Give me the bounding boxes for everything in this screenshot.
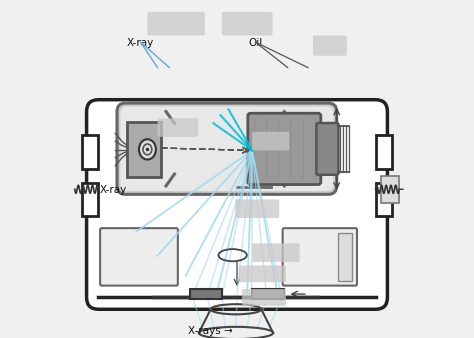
FancyBboxPatch shape bbox=[127, 122, 161, 177]
FancyBboxPatch shape bbox=[87, 100, 387, 309]
FancyBboxPatch shape bbox=[117, 103, 337, 194]
FancyBboxPatch shape bbox=[82, 183, 99, 216]
FancyBboxPatch shape bbox=[239, 265, 286, 282]
FancyBboxPatch shape bbox=[338, 233, 352, 281]
FancyBboxPatch shape bbox=[190, 289, 222, 299]
Text: X-ray: X-ray bbox=[100, 185, 128, 195]
Text: X-rays →: X-rays → bbox=[188, 326, 233, 336]
Text: Oil: Oil bbox=[249, 38, 263, 48]
FancyBboxPatch shape bbox=[313, 35, 347, 56]
Text: X-ray: X-ray bbox=[127, 38, 155, 48]
FancyBboxPatch shape bbox=[317, 123, 338, 175]
FancyBboxPatch shape bbox=[252, 132, 290, 150]
FancyBboxPatch shape bbox=[381, 176, 399, 203]
FancyBboxPatch shape bbox=[252, 243, 300, 262]
FancyBboxPatch shape bbox=[375, 183, 392, 216]
FancyBboxPatch shape bbox=[82, 135, 99, 169]
FancyBboxPatch shape bbox=[283, 228, 357, 286]
FancyBboxPatch shape bbox=[252, 289, 284, 299]
FancyBboxPatch shape bbox=[242, 289, 286, 306]
FancyBboxPatch shape bbox=[248, 113, 321, 185]
FancyBboxPatch shape bbox=[375, 135, 392, 169]
FancyBboxPatch shape bbox=[147, 12, 205, 35]
FancyBboxPatch shape bbox=[222, 12, 273, 35]
FancyBboxPatch shape bbox=[235, 199, 279, 218]
FancyBboxPatch shape bbox=[120, 106, 333, 191]
FancyBboxPatch shape bbox=[100, 228, 178, 286]
Ellipse shape bbox=[139, 139, 156, 160]
FancyBboxPatch shape bbox=[157, 118, 198, 137]
